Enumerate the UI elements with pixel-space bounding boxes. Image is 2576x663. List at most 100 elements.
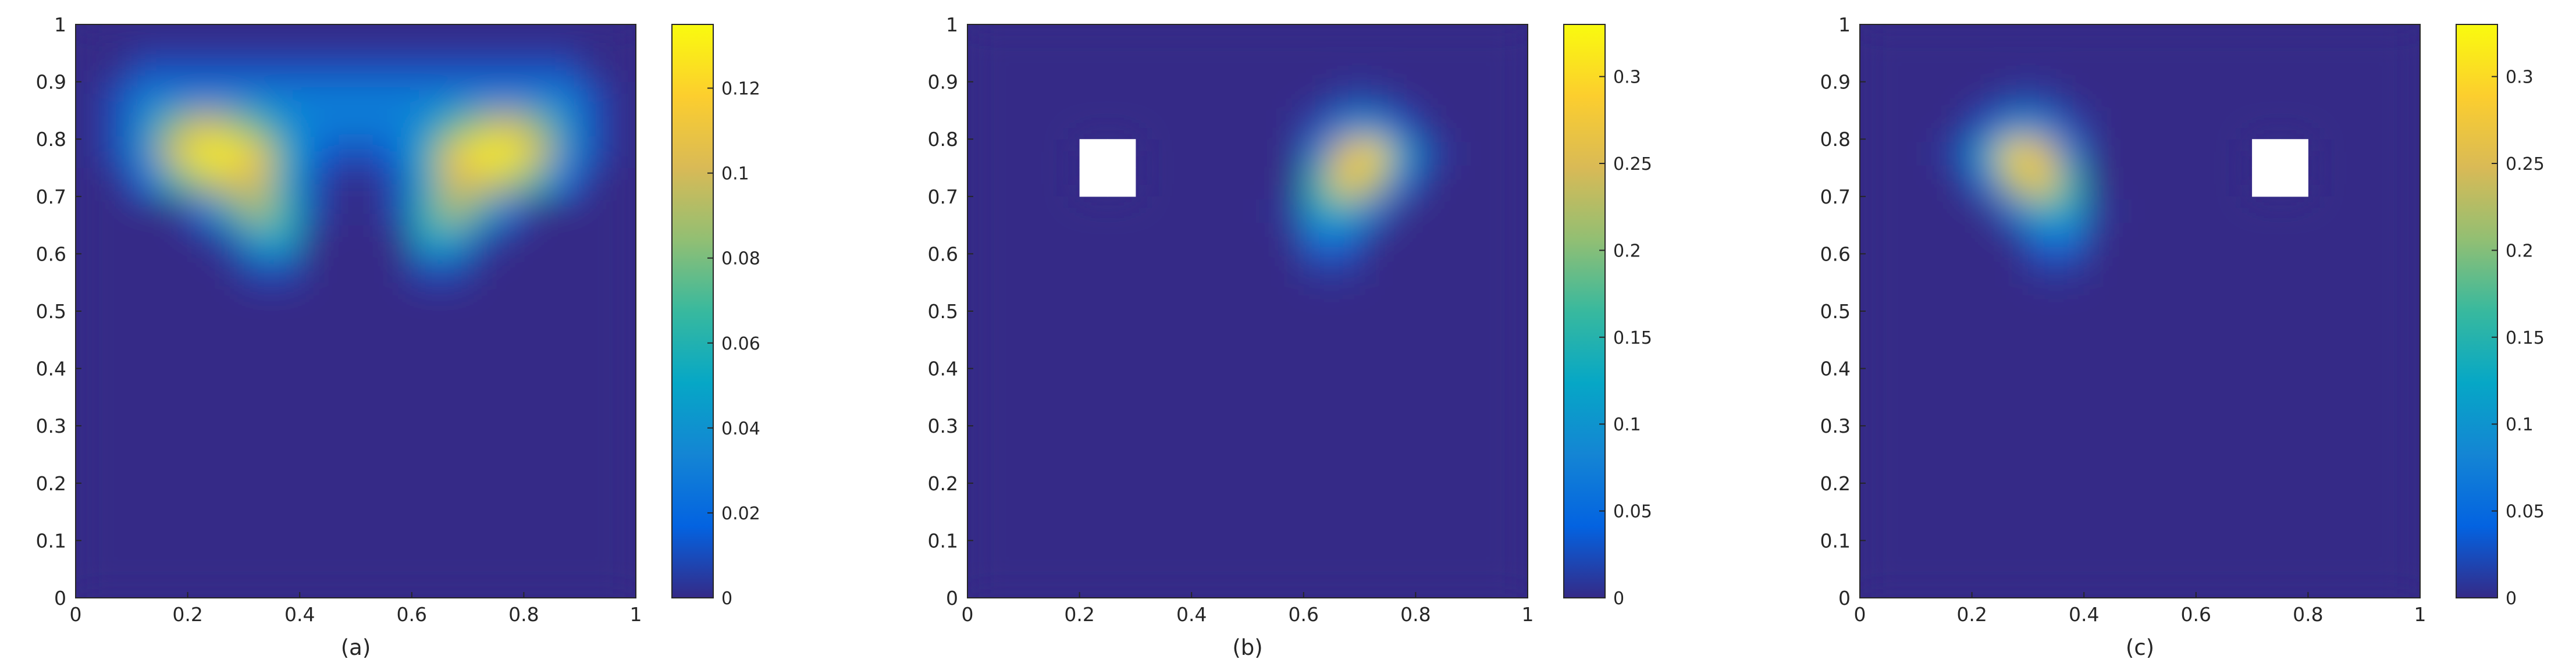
heat-cell <box>2252 483 2280 512</box>
heat-cell <box>1415 139 1444 168</box>
heat-cell <box>272 139 300 168</box>
heat-cell <box>468 483 496 512</box>
heat-cell <box>2252 110 2280 140</box>
heat-cell <box>552 483 581 512</box>
heat-cell <box>159 454 188 484</box>
heat-cell <box>1107 569 1136 598</box>
heat-cell <box>328 540 356 570</box>
heat-cell <box>579 483 609 512</box>
heat-cell <box>1275 512 1304 541</box>
heat-cell <box>355 340 385 369</box>
heat-cell <box>1107 24 1136 54</box>
heat-cell <box>2084 311 2112 340</box>
heat-cell <box>1275 426 1304 455</box>
heat-cell <box>1219 454 1248 484</box>
heat-cell <box>1888 569 1916 598</box>
heat-cell <box>2168 368 2197 398</box>
heat-cell <box>2027 340 2056 369</box>
heat-cell <box>1471 254 1500 283</box>
heatmap-cells <box>967 24 1528 598</box>
heat-cell <box>607 397 636 426</box>
heat-cell <box>1303 254 1332 283</box>
heat-cell <box>187 340 216 369</box>
heat-cell <box>2084 53 2112 83</box>
heat-cell <box>300 569 328 598</box>
heat-cell <box>1079 53 1108 83</box>
heat-cell <box>1303 368 1332 398</box>
heat-cell <box>1499 254 1528 283</box>
heat-cell <box>2196 426 2225 455</box>
heat-cell <box>1247 454 1276 484</box>
heat-cell <box>355 139 385 168</box>
heat-cell <box>272 81 300 111</box>
heat-cell <box>1916 81 1944 111</box>
heat-cell <box>1999 426 2029 455</box>
heat-cell <box>1275 340 1304 369</box>
heat-cell <box>104 368 132 398</box>
heat-cell <box>1331 483 1360 512</box>
heat-cell <box>1219 340 1248 369</box>
heat-cell <box>187 254 216 283</box>
heat-cell <box>355 225 385 254</box>
heat-cell <box>2027 225 2056 254</box>
heat-cell <box>1360 196 1388 226</box>
y-tick-label: 0.2 <box>1820 472 1851 495</box>
heat-cell <box>1999 225 2029 254</box>
heat-cell <box>1023 483 1052 512</box>
heat-cell <box>1860 81 1888 111</box>
heat-cell <box>1107 340 1136 369</box>
heat-cell <box>2252 81 2280 111</box>
heat-cell <box>2056 368 2084 398</box>
heat-cell <box>1415 311 1444 340</box>
heat-cell <box>2140 368 2169 398</box>
heat-cell <box>2223 368 2253 398</box>
heat-cell <box>187 139 216 168</box>
heat-cell <box>2336 254 2365 283</box>
heat-cell <box>159 53 188 83</box>
heat-cell <box>1499 225 1528 254</box>
heat-cell <box>1443 196 1472 226</box>
heat-cell <box>1051 483 1080 512</box>
heat-cell <box>1471 512 1500 541</box>
y-tick-label: 0 <box>54 587 66 609</box>
heat-cell <box>1888 454 1916 484</box>
heat-cell <box>1999 540 2029 570</box>
heat-cell <box>2112 24 2140 54</box>
heat-cell <box>995 24 1024 54</box>
y-tick-label: 0.4 <box>36 358 66 380</box>
heat-cell <box>2252 569 2280 598</box>
colorbar-tick-label: 0.05 <box>1613 502 1652 522</box>
heat-cell <box>2392 397 2420 426</box>
heat-cell <box>2336 53 2365 83</box>
heat-cell <box>2392 282 2420 312</box>
heat-cell <box>1443 81 1472 111</box>
heat-cell <box>1860 368 1888 398</box>
heat-cell <box>1944 110 1973 140</box>
heat-cell <box>2336 340 2365 369</box>
heat-cell <box>967 569 996 598</box>
heat-cell <box>1107 311 1136 340</box>
heat-cell <box>1051 569 1080 598</box>
heat-cell <box>2308 81 2337 111</box>
heat-cell <box>1360 24 1388 54</box>
heat-cell <box>1972 340 2001 369</box>
heat-cell <box>131 540 160 570</box>
y-tick-label: 0.7 <box>928 186 958 208</box>
heat-cell <box>328 81 356 111</box>
heat-cell <box>2084 282 2112 312</box>
heat-cell <box>2364 540 2393 570</box>
heat-cell <box>411 311 440 340</box>
heat-cell <box>2280 512 2308 541</box>
heat-cell <box>2364 454 2393 484</box>
heat-cell <box>2252 368 2280 398</box>
colorbar-tick-label: 0.25 <box>1613 154 1652 174</box>
heat-cell <box>187 225 216 254</box>
heat-cell <box>1164 196 1192 226</box>
heat-cell <box>1999 53 2029 83</box>
heat-cell <box>159 81 188 111</box>
heat-cell <box>1135 368 1164 398</box>
heat-cell <box>1275 483 1304 512</box>
heat-cell <box>1051 24 1080 54</box>
heat-cell <box>2308 454 2337 484</box>
